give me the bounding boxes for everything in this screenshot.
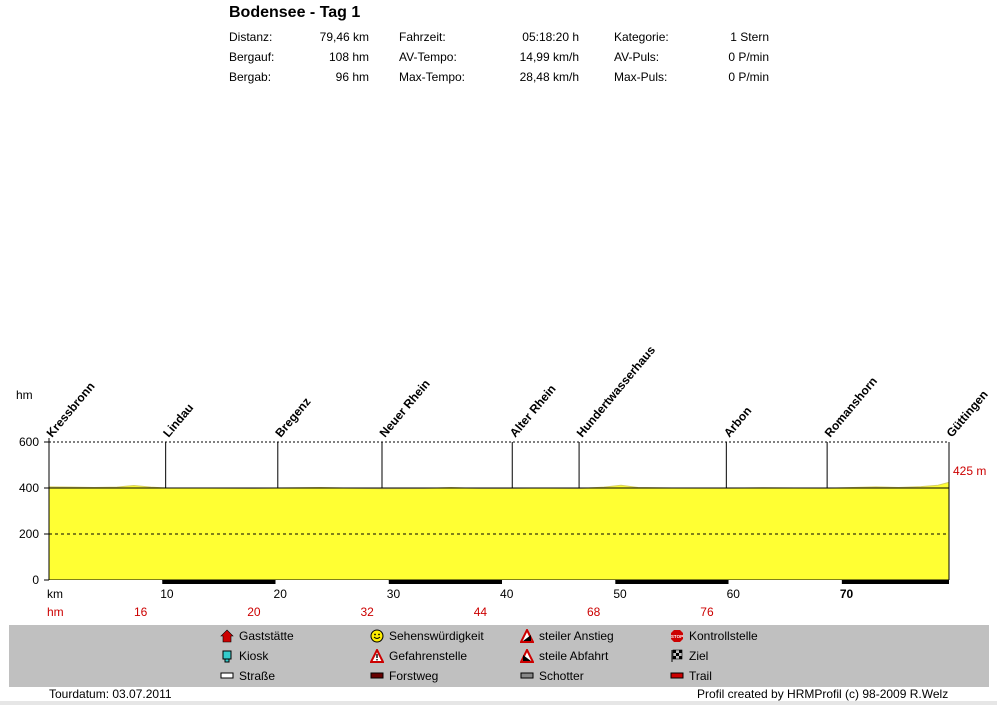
waypoint-label: Güttingen bbox=[944, 388, 991, 440]
elevation-profile-chart: Kressbronn Lindau Bregenz Neuer Rhein Alter … bbox=[16, 343, 991, 619]
stat-value: 28,48 km/h bbox=[519, 70, 579, 84]
stat-label: AV-Puls: bbox=[614, 50, 660, 64]
kiosk-icon bbox=[220, 649, 234, 663]
stat-label: Kategorie: bbox=[614, 30, 669, 44]
tour-title: Bodensee - Tag 1 bbox=[229, 4, 361, 21]
credit-line: Profil created by HRMProfil (c) 98-2009 … bbox=[697, 687, 949, 701]
x-tick-label: 10 bbox=[160, 587, 174, 601]
legend-label: Gefahrenstelle bbox=[389, 649, 468, 663]
stat-value: 05:18:20 h bbox=[522, 30, 579, 44]
stat-value: 0 P/min bbox=[728, 70, 769, 84]
road-icon bbox=[220, 669, 234, 683]
hm-value: 32 bbox=[360, 605, 374, 619]
bottom-strip bbox=[0, 701, 997, 705]
trail-icon bbox=[670, 669, 684, 683]
stat-label: Max-Tempo: bbox=[399, 70, 466, 84]
tour-date: Tourdatum: 03.07.2011 bbox=[49, 687, 172, 701]
legend-label: Gaststätte bbox=[239, 629, 294, 643]
stat-value: 1 Stern bbox=[730, 30, 769, 44]
hm-row-label: hm bbox=[47, 605, 64, 619]
y-tick-label: 400 bbox=[19, 481, 39, 495]
waypoint-label: Kressbronn bbox=[44, 379, 98, 440]
svg-text:STOP: STOP bbox=[671, 634, 683, 639]
x-tick-label: 50 bbox=[613, 587, 627, 601]
waypoint-label: Hundertwasserhaus bbox=[574, 343, 659, 440]
steep-climb-icon bbox=[519, 627, 535, 643]
legend-label: Straße bbox=[239, 669, 276, 683]
end-elevation-label: 425 m bbox=[953, 464, 986, 478]
hm-value: 44 bbox=[474, 605, 488, 619]
stat-value: 108 hm bbox=[328, 50, 369, 64]
stop-icon: STOP bbox=[670, 629, 684, 643]
hm-value: 68 bbox=[587, 605, 601, 619]
waypoint-label: Neuer Rhein bbox=[377, 377, 433, 440]
legend-label: Ziel bbox=[689, 649, 709, 663]
hm-value: 20 bbox=[247, 605, 261, 619]
steep-descent-icon bbox=[519, 647, 535, 663]
warning-icon bbox=[369, 647, 385, 663]
x-tick-label: 20 bbox=[274, 587, 288, 601]
y-axis-label: hm bbox=[16, 388, 33, 402]
x-tick-label: 30 bbox=[387, 587, 401, 601]
surface-segment bbox=[275, 580, 389, 584]
forest-road-icon bbox=[370, 669, 384, 683]
stat-value: 79,46 km bbox=[319, 30, 369, 44]
waypoint-label: Bregenz bbox=[272, 395, 313, 440]
hm-value: 16 bbox=[134, 605, 148, 619]
legend-panel: Gaststätte Kiosk Straße Sehenswürdigkeit Gef… bbox=[9, 625, 989, 687]
legend-label: Sehenswürdigkeit bbox=[389, 629, 484, 643]
legend-label: Trail bbox=[689, 669, 712, 683]
hm-value: 76 bbox=[700, 605, 714, 619]
house-icon bbox=[220, 629, 234, 643]
stat-value: 96 hm bbox=[335, 70, 369, 84]
legend-label: steile Abfahrt bbox=[539, 649, 609, 663]
waypoint-label: Arbon bbox=[721, 404, 754, 440]
stat-value: 0 P/min bbox=[728, 50, 769, 64]
finish-flag-icon bbox=[670, 649, 684, 663]
surface-segment bbox=[728, 580, 842, 584]
surface-segment bbox=[841, 580, 949, 584]
stat-label: Bergauf: bbox=[229, 50, 275, 64]
waypoint-label: Lindau bbox=[160, 401, 196, 440]
surface-segment bbox=[615, 580, 729, 584]
legend-label: Schotter bbox=[539, 669, 584, 683]
x-axis-label: km bbox=[47, 587, 63, 601]
surface-segment bbox=[49, 580, 163, 584]
elevation-area bbox=[49, 482, 949, 580]
waypoint-label: Romanshorn bbox=[822, 374, 880, 440]
legend-label: Kiosk bbox=[239, 649, 269, 663]
surface-segment bbox=[502, 580, 616, 584]
stat-label: Distanz: bbox=[229, 30, 273, 44]
stat-label: Max-Puls: bbox=[614, 70, 668, 84]
stat-label: Bergab: bbox=[229, 70, 272, 84]
stat-label: AV-Tempo: bbox=[399, 50, 457, 64]
y-tick-label: 0 bbox=[32, 573, 39, 587]
y-tick-label: 200 bbox=[19, 527, 39, 541]
gravel-icon bbox=[520, 669, 534, 683]
waypoint-label: Alter Rhein bbox=[507, 382, 559, 440]
x-tick-label: 40 bbox=[500, 587, 514, 601]
surface-segment bbox=[162, 580, 276, 584]
x-tick-label: 60 bbox=[727, 587, 741, 601]
smiley-icon bbox=[370, 629, 384, 643]
stat-label: Fahrzeit: bbox=[399, 30, 446, 44]
surface-segment bbox=[388, 580, 503, 584]
legend-label: Forstweg bbox=[389, 669, 439, 683]
legend-label: steiler Anstieg bbox=[539, 629, 614, 643]
legend-label: Kontrollstelle bbox=[689, 629, 758, 643]
stat-value: 14,99 km/h bbox=[519, 50, 579, 64]
y-tick-label: 600 bbox=[19, 435, 39, 449]
x-tick-label: 70 bbox=[840, 587, 854, 601]
